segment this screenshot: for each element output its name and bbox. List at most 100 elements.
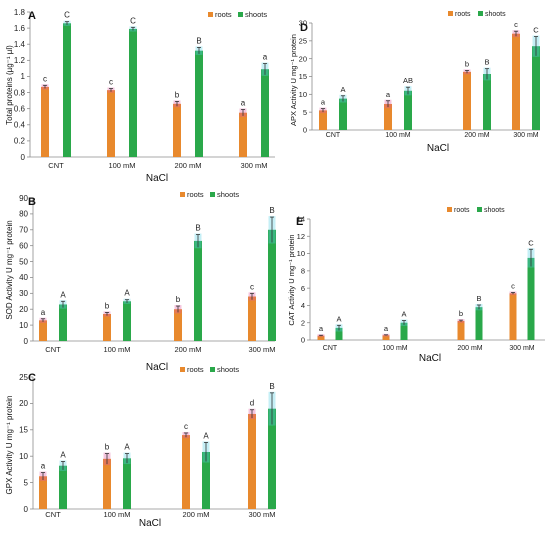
significance-letter: c: [511, 281, 515, 290]
legend-label-shoots: shoots: [484, 207, 505, 214]
x-axis-title: NaCl: [139, 518, 161, 529]
bar-roots: [103, 458, 111, 509]
panel-label: C: [28, 372, 36, 384]
legend-label-roots: roots: [215, 10, 232, 19]
bar-shoots: [335, 327, 343, 340]
legend-label-shoots: shoots: [245, 10, 267, 19]
significance-letter: b: [105, 443, 110, 452]
y-tick-label: 10: [297, 249, 305, 258]
bar-roots: [382, 335, 390, 340]
y-tick-label: 40: [19, 273, 28, 282]
bar-shoots: [400, 322, 408, 340]
bar-shoots: [59, 465, 67, 509]
x-tick-label: CNT: [48, 161, 64, 170]
y-tick-label: 1.8: [14, 8, 26, 17]
chart-panel-a: 0 0.2 0.4 0.6 0.8 1 1.2 1.4 1.6 1.8 CNT 100 mM 200 m…: [5, 8, 275, 184]
x-tick-label: CNT: [45, 510, 61, 519]
significance-letter: b: [176, 295, 181, 304]
x-tick-label: 300 mM: [240, 161, 267, 170]
y-tick-label: 25: [299, 36, 307, 45]
bar-shoots: [339, 98, 347, 130]
significance-letter: B: [269, 382, 274, 391]
x-tick-label: 200 mM: [457, 345, 482, 352]
y-tick-label: 90: [19, 194, 28, 203]
bar-roots: [319, 110, 327, 130]
x-tick-label: 300 mM: [509, 345, 534, 352]
significance-letter: b: [465, 59, 469, 68]
bar-roots: [41, 86, 49, 157]
y-tick-label: 10: [19, 321, 28, 330]
legend-swatch-roots: [180, 192, 185, 197]
legend-label-shoots: shoots: [217, 190, 239, 199]
significance-letter: B: [484, 58, 489, 67]
x-axis-title: NaCl: [146, 173, 168, 184]
significance-letter: d: [250, 399, 254, 408]
y-tick-label: 8: [301, 266, 305, 275]
panel-label: A: [28, 10, 36, 22]
y-tick-label: 30: [19, 289, 28, 298]
significance-letter: a: [41, 308, 46, 317]
significance-letter: A: [60, 290, 66, 299]
y-tick-label: 1: [21, 72, 26, 81]
significance-letter: A: [401, 310, 406, 319]
x-tick-label: 100 mM: [385, 132, 410, 139]
x-tick-label: 300 mM: [513, 132, 538, 139]
x-tick-label: 300 mM: [248, 510, 275, 519]
bar-shoots: [59, 304, 67, 341]
x-tick-label: 200 mM: [182, 510, 209, 519]
significance-letter: a: [321, 98, 326, 107]
significance-letter: AB: [403, 76, 413, 85]
y-tick-label: 4: [301, 301, 305, 310]
x-tick-label: CNT: [45, 345, 61, 354]
legend-label-roots: roots: [454, 207, 470, 214]
chart-panel-b: 0 10 20 30 40 50 60 70 80 90 CNT 100 mM 200 mM 300 mM…: [5, 190, 276, 373]
y-tick-label: 12: [297, 232, 305, 241]
bar-shoots: [202, 451, 210, 509]
panel-label: E: [296, 216, 303, 228]
y-tick-label: 15: [19, 426, 28, 435]
panel-label: B: [28, 196, 36, 208]
significance-letter: b: [105, 301, 110, 310]
bar-roots: [512, 33, 520, 131]
bar-shoots: [268, 408, 276, 509]
bar-roots: [317, 335, 325, 340]
significance-letter: B: [196, 36, 201, 45]
significance-letter: a: [241, 98, 246, 107]
bar-roots: [39, 320, 47, 341]
significance-letter: C: [130, 16, 136, 25]
bar-roots: [384, 103, 392, 130]
y-tick-label: 15: [299, 72, 307, 81]
y-axis-title: GPX Activity U mg⁻¹ protein: [5, 396, 14, 495]
y-tick-label: 2: [301, 318, 305, 327]
bar-roots: [103, 313, 111, 341]
y-tick-label: 60: [19, 241, 28, 250]
y-tick-label: 0: [21, 153, 26, 162]
legend-swatch-shoots: [238, 12, 243, 17]
significance-letter: B: [195, 224, 200, 233]
x-tick-label: CNT: [326, 132, 341, 139]
significance-letter: A: [60, 450, 66, 459]
chart-panel-c: 0 5 10 15 20 25 CNT 100 mM 200 mM 300 mM a b c d A A A B C…: [5, 365, 276, 529]
significance-letter: B: [476, 294, 481, 303]
legend-label-shoots: shoots: [217, 365, 239, 374]
x-tick-label: 100 mM: [103, 510, 130, 519]
bar-shoots: [261, 69, 269, 157]
significance-letter: c: [184, 422, 188, 431]
x-tick-label: 200 mM: [464, 132, 489, 139]
bar-shoots: [123, 301, 131, 341]
y-tick-label: 80: [19, 210, 28, 219]
bar-roots: [174, 309, 182, 341]
legend-swatch-roots: [180, 367, 185, 372]
y-tick-label: 14: [297, 215, 305, 224]
legend-label-roots: roots: [455, 11, 471, 18]
y-tick-label: 0: [303, 126, 307, 135]
x-tick-label: 200 mM: [174, 161, 201, 170]
significance-letter: a: [384, 324, 389, 333]
x-tick-label: CNT: [323, 345, 338, 352]
y-tick-label: 1.6: [14, 24, 26, 33]
y-tick-label: 5: [303, 108, 307, 117]
bar-roots: [509, 293, 517, 340]
bar-roots: [182, 435, 190, 509]
bar-roots: [239, 112, 247, 157]
